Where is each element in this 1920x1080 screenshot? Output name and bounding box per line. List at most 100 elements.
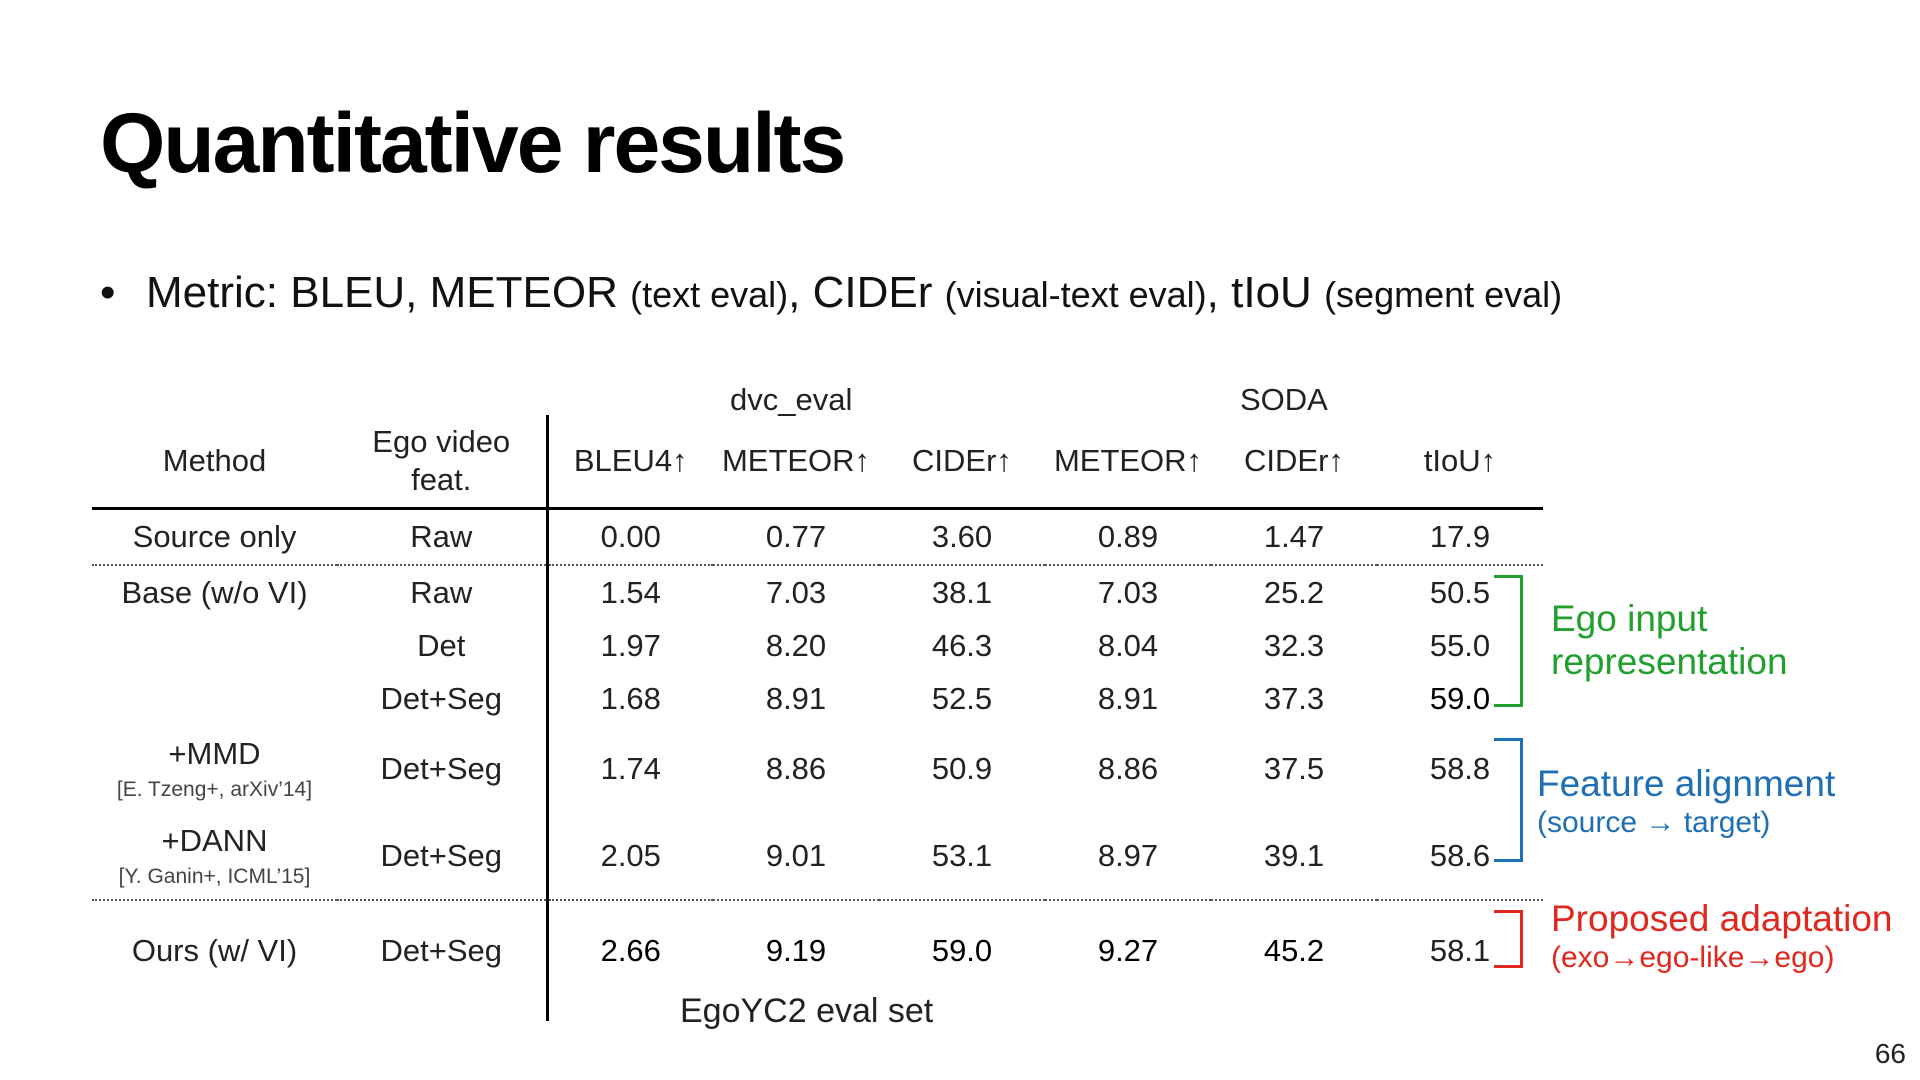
- header-bleu4: BLEU4↑: [547, 415, 713, 510]
- cell-value-best: 9.27: [1097, 933, 1159, 968]
- cell-method: Base (w/o VI): [121, 574, 308, 610]
- bullet-dot: •: [100, 268, 116, 317]
- cell-method: +MMD [E. Tzeng+, arXiv’14]: [92, 725, 337, 812]
- cell-value: 1.97: [600, 627, 661, 663]
- cell-feat: Raw: [337, 508, 549, 566]
- cell-method: [92, 619, 337, 672]
- cell-feat: Det+Seg: [337, 812, 549, 901]
- table-row-base-detseg: Det+Seg 1.68 8.91 52.5 8.91 37.3 59.0: [92, 672, 1543, 725]
- method-name: +MMD: [168, 735, 261, 771]
- cell-value: 58.1: [1429, 933, 1491, 968]
- citation: [Y. Ganin+, ICML’15]: [118, 864, 311, 888]
- header-meteor-dvc: METEOR↑: [713, 415, 879, 510]
- cell-value: 1.74: [600, 750, 661, 786]
- header-ego-video-feat: Ego video feat.: [337, 415, 549, 510]
- cell-value: 1.54: [600, 574, 661, 610]
- metric-lead-text: Metric: BLEU, METEOR: [146, 268, 618, 317]
- table-header-row: Method Ego video feat. BLEU4↑ METEOR↑ CID…: [92, 415, 1543, 510]
- cell-value: 8.20: [765, 627, 827, 663]
- cell-value: 8.04: [1097, 627, 1159, 663]
- table-row-source-only: Source only Raw 0.00 0.77 3.60 0.89 1.47…: [92, 508, 1543, 566]
- table-row-dann: +DANN [Y. Ganin+, ICML’15] Det+Seg 2.05 9…: [92, 812, 1543, 901]
- cell-value-best: 45.2: [1263, 933, 1325, 968]
- feature-alignment-annotation: Feature alignment (source → target): [1537, 763, 1835, 840]
- cell-feat: Det+Seg: [337, 900, 549, 1001]
- metric-paren-text-eval: (text eval): [630, 274, 789, 315]
- cell-value: 32.3: [1263, 627, 1325, 663]
- feature-alignment-line2: (source → target): [1537, 805, 1771, 839]
- cell-value: 1.47: [1211, 508, 1377, 566]
- cell-value: 55.0: [1429, 627, 1491, 663]
- header-feat-line2: feat.: [411, 462, 472, 497]
- feature-alignment-bracket: [1494, 738, 1523, 862]
- cell-value: 46.3: [931, 627, 993, 663]
- ego-input-annotation: Ego input representation: [1551, 598, 1788, 683]
- slide-title: Quantitative results: [100, 96, 846, 190]
- cell-value: 7.03: [765, 574, 827, 610]
- header-feat-line1: Ego video: [372, 424, 511, 459]
- cell-value: 37.5: [1263, 750, 1325, 786]
- cell-value-best: 59.0: [931, 933, 993, 968]
- metric-tiou-text: , tIoU: [1206, 268, 1312, 317]
- cell-value: 0.89: [1045, 508, 1211, 566]
- cell-value-best: 2.66: [600, 933, 661, 968]
- ego-input-line2: representation: [1551, 640, 1788, 682]
- cell-value: 8.91: [1097, 680, 1159, 716]
- table-row-base-raw: Base (w/o VI) Raw 1.54 7.03 38.1 7.03 25…: [92, 565, 1543, 619]
- header-cider-soda: CIDEr↑: [1211, 415, 1377, 510]
- table-row-base-det: Det 1.97 8.20 46.3 8.04 32.3 55.0: [92, 619, 1543, 672]
- citation: [E. Tzeng+, arXiv’14]: [116, 777, 313, 801]
- cell-value: 0.00: [547, 508, 713, 566]
- cell-feat: Det+Seg: [337, 672, 549, 725]
- cell-value: 37.3: [1263, 680, 1325, 716]
- cell-value: 9.01: [713, 812, 879, 901]
- cell-value: 38.1: [931, 574, 993, 610]
- proposed-adaptation-line1: Proposed adaptation: [1551, 898, 1893, 939]
- page-number: 66: [1874, 1038, 1906, 1069]
- table-caption: EgoYC2 eval set: [680, 992, 934, 1030]
- cell-method: [92, 672, 337, 725]
- cell-value: 8.91: [765, 680, 827, 716]
- soda-group-header: SODA: [1240, 382, 1328, 417]
- proposed-adaptation-line2: (exo→ego-like→ego): [1551, 940, 1835, 974]
- cell-value: 58.8: [1429, 750, 1491, 786]
- method-name: +DANN: [161, 822, 268, 858]
- table-row-ours: Ours (w/ VI) Det+Seg 2.66 9.19 59.0 9.27…: [92, 900, 1543, 1001]
- header-meteor-soda: METEOR↑: [1045, 415, 1211, 510]
- cell-value: 7.03: [1097, 574, 1159, 610]
- cell-value: 3.60: [879, 508, 1045, 566]
- tail-divider: [337, 1001, 549, 1021]
- proposed-adaptation-bracket: [1494, 910, 1523, 968]
- cell-value: 2.05: [547, 812, 713, 901]
- cell-value: 8.86: [765, 750, 827, 786]
- cell-value: 25.2: [1263, 574, 1325, 610]
- tail-spacer: [92, 1001, 337, 1021]
- ego-input-bracket: [1494, 575, 1523, 707]
- cell-value: 52.5: [931, 680, 993, 716]
- cell-value: 50.5: [1429, 574, 1491, 610]
- cell-value-best: 9.19: [765, 933, 827, 968]
- metric-paren-visual-text-eval: (visual-text eval): [944, 274, 1207, 315]
- header-tiou: tIoU↑: [1377, 415, 1543, 510]
- cell-feat: Det: [337, 619, 549, 672]
- table-tail-row: [92, 1001, 1543, 1021]
- proposed-adaptation-annotation: Proposed adaptation (exo→ego-like→ego): [1551, 898, 1893, 975]
- cell-value: 8.97: [1045, 812, 1211, 901]
- cell-value: 17.9: [1377, 508, 1543, 566]
- cell-value-best: 59.0: [1429, 680, 1491, 716]
- ego-input-line1: Ego input: [1551, 598, 1708, 639]
- cell-value: 0.77: [713, 508, 879, 566]
- cell-value: 50.9: [931, 750, 993, 786]
- metric-paren-segment-eval: (segment eval): [1324, 274, 1563, 315]
- cell-feat: Det+Seg: [337, 725, 549, 812]
- metric-cider-text: , CIDEr: [788, 268, 933, 317]
- feature-alignment-line1: Feature alignment: [1537, 763, 1836, 804]
- cell-value: 1.68: [600, 680, 661, 716]
- cell-method: Ours (w/ VI): [131, 933, 298, 968]
- cell-value: 39.1: [1211, 812, 1377, 901]
- cell-method: +DANN [Y. Ganin+, ICML’15]: [92, 812, 337, 901]
- header-cider-dvc: CIDEr↑: [879, 415, 1045, 510]
- metric-bullet: • Metric: BLEU, METEOR (text eval), CIDEr…: [100, 268, 1562, 318]
- cell-method: Source only: [92, 508, 337, 566]
- table-row-mmd: +MMD [E. Tzeng+, arXiv’14] Det+Seg 1.74 8…: [92, 725, 1543, 812]
